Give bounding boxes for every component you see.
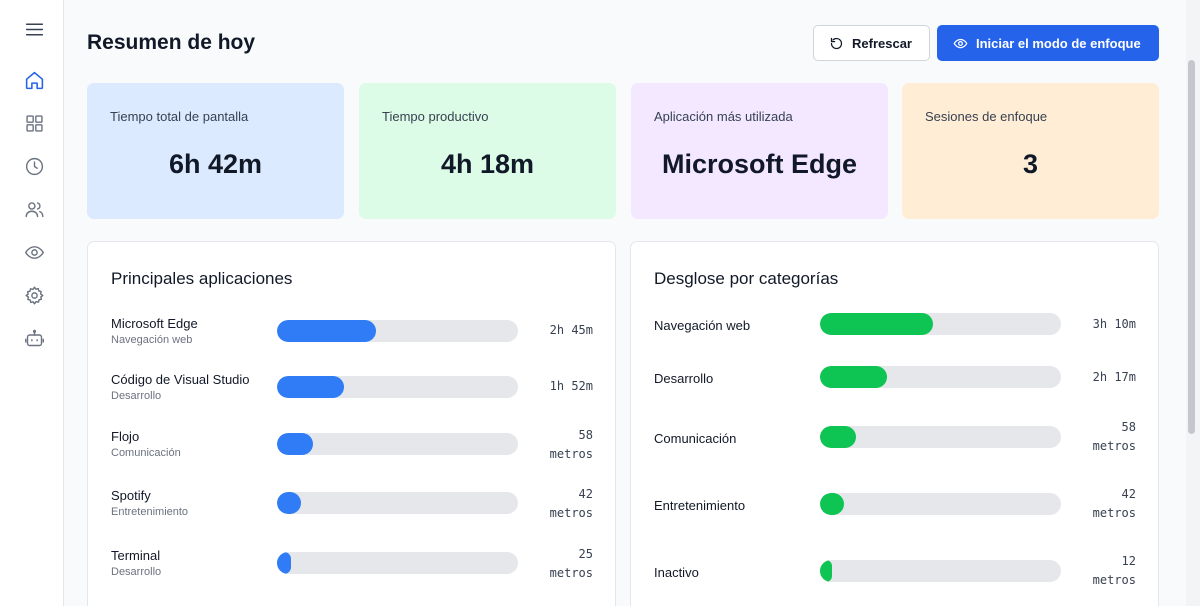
app-time: 42 metros <box>549 487 593 520</box>
stat-label: Tiempo productivo <box>382 109 489 124</box>
top-apps-panel: Principales aplicaciones Microsoft Edge … <box>87 241 616 606</box>
app-row: Microsoft Edge Navegación web 2h 45m <box>111 315 593 365</box>
category-time: 2h 17m <box>1092 370 1136 384</box>
stat-card-most-used-app: Aplicación más utilizada Microsoft Edge <box>631 83 888 219</box>
category-row: Comunicación 58 metros <box>654 420 1136 476</box>
app-name: Spotify <box>111 488 151 503</box>
app-category: Comunicación <box>111 447 181 459</box>
category-bar-track <box>820 426 1061 448</box>
stat-value: 4h 18m <box>440 149 535 179</box>
usage-bar-track <box>277 492 518 514</box>
app-time: 25 metros <box>549 547 593 580</box>
category-time: 42 metros <box>1092 487 1136 520</box>
category-bar-track <box>820 560 1061 582</box>
bot-icon <box>24 329 44 346</box>
refresh-icon <box>830 37 843 49</box>
app-name: Código de Visual Studio <box>111 372 250 387</box>
app-category: Navegación web <box>111 334 193 346</box>
category-row: Inactivo 12 metros <box>654 554 1136 606</box>
app-time: 2h 45m <box>549 323 593 337</box>
category-name: Inactivo <box>654 565 699 580</box>
category-bar-fill <box>820 560 832 582</box>
category-name: Navegación web <box>654 318 751 333</box>
category-name: Desarrollo <box>654 371 714 386</box>
home-icon <box>25 71 43 89</box>
sidebar-item-focus[interactable] <box>22 240 46 264</box>
refresh-button[interactable]: Refrescar <box>813 25 930 61</box>
usage-bar-fill <box>277 433 314 455</box>
app-name: Terminal <box>111 548 161 563</box>
usage-bar-fill <box>277 376 345 398</box>
category-name: Entretenimiento <box>654 498 746 513</box>
sidebar-item-assistant[interactable] <box>22 326 46 350</box>
scrollbar[interactable] <box>1186 0 1200 606</box>
category-bar-track <box>820 493 1061 515</box>
stat-card-productive-time: Tiempo productivo 4h 18m <box>359 83 616 219</box>
refresh-button-label: Refrescar <box>852 35 912 51</box>
sidebar-item-users[interactable] <box>22 197 46 221</box>
sidebar-item-home[interactable] <box>22 68 46 92</box>
eye-icon <box>953 38 968 48</box>
category-bar-fill <box>820 426 857 448</box>
category-row: Desarrollo 2h 17m <box>654 366 1136 416</box>
panel-title: Desglose por categorías <box>654 269 839 288</box>
stat-label: Sesiones de enfoque <box>925 109 1048 124</box>
app-category: Desarrollo <box>111 390 162 402</box>
page-title: Resumen de hoy <box>87 31 256 54</box>
panel-title: Principales aplicaciones <box>111 269 293 288</box>
grid-icon <box>25 114 43 132</box>
sidebar-item-history[interactable] <box>22 154 46 178</box>
categories-panel: Desglose por categorías Navegación web 3… <box>630 241 1159 606</box>
usage-bar-fill <box>277 492 302 514</box>
stat-value: Microsoft Edge <box>661 149 857 179</box>
app-time: 1h 52m <box>549 379 593 393</box>
start-focus-button-label: Iniciar el modo de enfoque <box>976 35 1141 51</box>
app-name: Flojo <box>111 429 140 444</box>
main-content: Resumen de hoy Refrescar Iniciar el modo… <box>64 0 1184 606</box>
stat-value: 3 <box>1022 149 1039 179</box>
sidebar-item-settings[interactable] <box>22 283 46 307</box>
users-icon <box>24 201 44 217</box>
stat-value: 6h 42m <box>168 149 263 179</box>
sidebar-item-apps[interactable] <box>22 111 46 135</box>
app-category: Desarrollo <box>111 566 162 578</box>
stat-label: Tiempo total de pantalla <box>110 109 249 124</box>
category-time: 3h 10m <box>1092 317 1136 331</box>
app-time: 58 metros <box>549 428 593 461</box>
app-category: Entretenimiento <box>111 506 189 518</box>
category-time: 12 metros <box>1092 554 1136 587</box>
usage-bar-track <box>277 552 518 574</box>
stat-card-focus-sessions: Sesiones de enfoque 3 <box>902 83 1159 219</box>
sidebar <box>0 0 64 606</box>
menu-icon <box>25 23 43 35</box>
app-row: Flojo Comunicación 58 metros <box>111 428 593 478</box>
usage-bar-track <box>277 320 518 342</box>
app-row: Código de Visual Studio Desarrollo 1h 52… <box>111 371 593 421</box>
category-row: Entretenimiento 42 metros <box>654 487 1136 543</box>
category-name: Comunicación <box>654 431 737 446</box>
category-bar-track <box>820 313 1061 335</box>
start-focus-button[interactable]: Iniciar el modo de enfoque <box>937 25 1159 61</box>
gear-icon <box>24 285 44 305</box>
category-bar-track <box>820 366 1061 388</box>
stat-label: Aplicación más utilizada <box>654 109 793 124</box>
category-bar-fill <box>820 366 888 388</box>
app-name: Microsoft Edge <box>111 316 198 331</box>
category-row: Navegación web 3h 10m <box>654 313 1136 363</box>
usage-bar-fill <box>277 552 292 574</box>
clock-icon <box>25 157 43 175</box>
stat-card-total-screen-time: Tiempo total de pantalla 6h 42m <box>87 83 344 219</box>
eye-icon <box>24 245 44 259</box>
category-bar-fill <box>820 313 934 335</box>
usage-bar-track <box>277 376 518 398</box>
category-bar-fill <box>820 493 845 515</box>
category-time: 58 metros <box>1092 420 1136 453</box>
menu-button[interactable] <box>22 17 46 41</box>
app-row: Terminal Desarrollo 25 metros <box>111 547 593 597</box>
app-row: Spotify Entretenimiento 42 metros <box>111 487 593 537</box>
scrollbar-thumb[interactable] <box>1188 60 1195 434</box>
usage-bar-fill <box>277 320 376 342</box>
usage-bar-track <box>277 433 518 455</box>
